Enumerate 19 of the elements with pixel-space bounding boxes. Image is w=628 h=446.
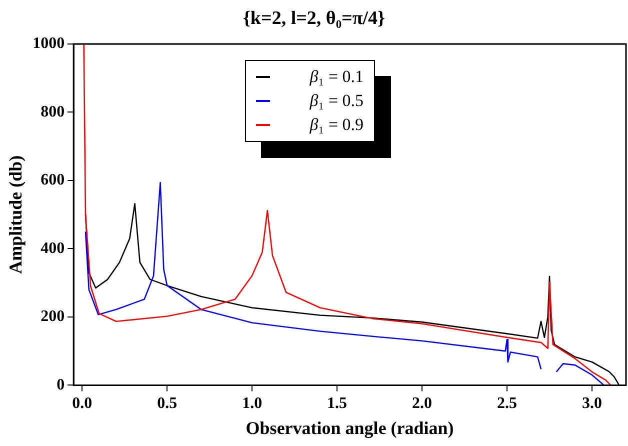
y-tick-label: 1000 <box>32 35 65 52</box>
x-axis-title: Observation angle (radian) <box>246 418 454 438</box>
x-tick-label: 2.0 <box>412 394 432 412</box>
y-tick-label: 400 <box>40 240 65 257</box>
y-tick-label: 800 <box>40 103 65 120</box>
x-tick-label: 0.0 <box>72 394 92 412</box>
x-tick-label: 0.5 <box>157 394 178 412</box>
legend-label: β₁ = 0.9 <box>310 115 364 135</box>
x-tick-label: 3.0 <box>582 394 602 412</box>
legend-label: β₁ = 0.1 <box>310 67 364 87</box>
x-tick-label: 2.5 <box>497 394 518 412</box>
y-tick-label: 600 <box>40 172 65 189</box>
x-tick-label: 1.5 <box>327 394 348 412</box>
x-tick-label: 1.0 <box>242 394 262 412</box>
legend-label: β₁ = 0.5 <box>310 91 364 111</box>
y-tick-label: 0 <box>56 376 65 394</box>
y-axis-title: Amplitude (db) <box>5 155 26 274</box>
chart-title: {k=2, l=2, θ₀=π/4} <box>242 8 386 30</box>
y-tick-label: 200 <box>40 308 65 326</box>
